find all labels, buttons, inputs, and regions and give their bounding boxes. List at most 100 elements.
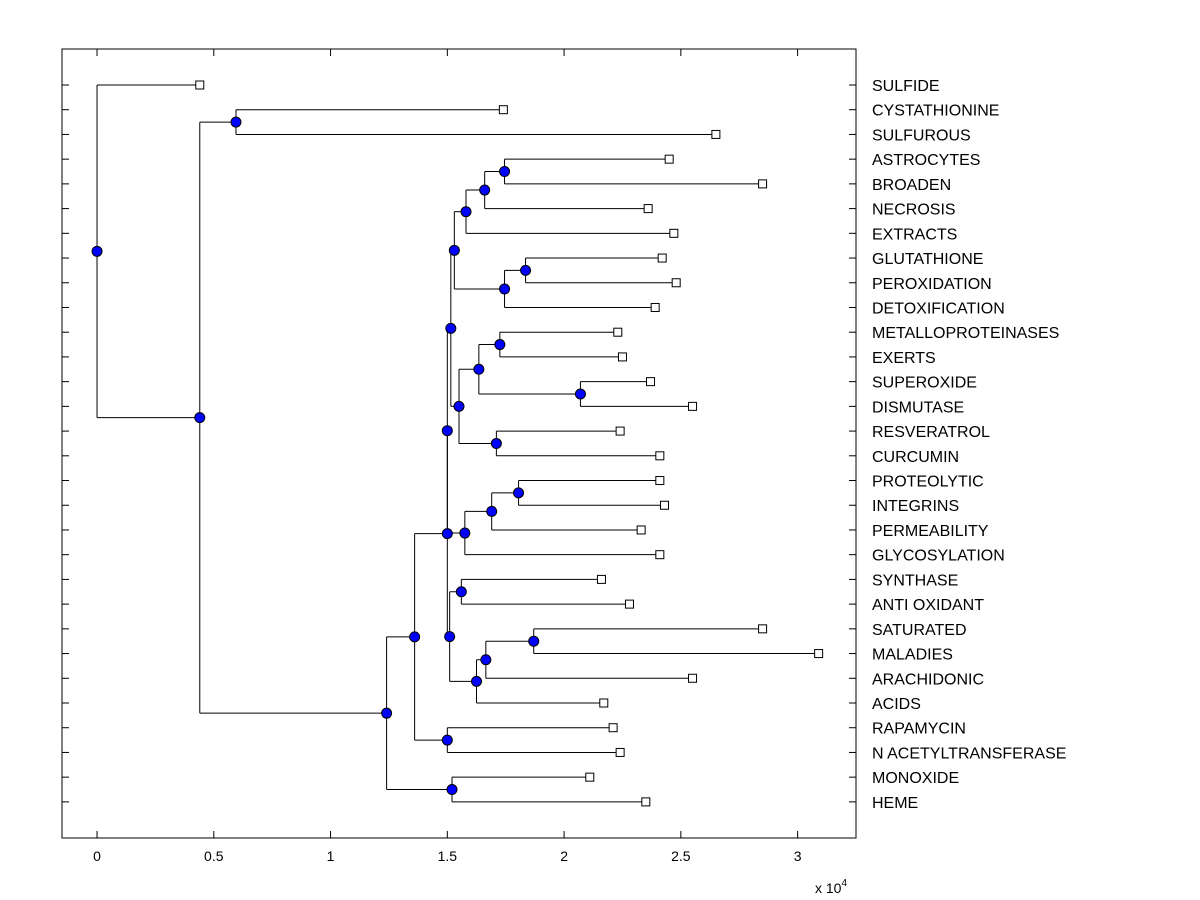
leaf-label: EXTRACTS	[872, 226, 957, 243]
leaf-label: RAPAMYCIN	[872, 721, 966, 738]
node-marker	[574, 388, 586, 400]
leaf-marker	[624, 599, 634, 609]
leaf-marker	[498, 105, 508, 115]
leaf-label: ASTROCYTES	[872, 152, 980, 169]
leaf-marker	[660, 500, 670, 510]
leaf-label: SATURATED	[872, 622, 967, 639]
node-marker	[520, 264, 532, 276]
leaf-marker	[650, 302, 660, 312]
x-tick-label: 1	[327, 848, 335, 864]
node-marker	[441, 528, 453, 540]
node-marker	[473, 363, 485, 375]
leaf-label: PROTEOLYTIC	[872, 474, 984, 491]
leaf-marker	[636, 525, 646, 535]
node-marker	[445, 322, 457, 334]
leaf-label: SULFIDE	[872, 78, 940, 95]
node-marker	[444, 631, 456, 643]
leaf-label: NECROSIS	[872, 202, 956, 219]
x-axis-multiplier-exponent: 4	[841, 878, 847, 889]
node-marker	[230, 116, 242, 128]
node-marker	[441, 734, 453, 746]
leaf-marker	[711, 129, 721, 139]
leaf-label: CURCUMIN	[872, 449, 959, 466]
leaf-marker	[617, 352, 627, 362]
node-markers	[91, 116, 586, 796]
leaf-label: DISMUTASE	[872, 399, 964, 416]
node-marker	[459, 527, 471, 539]
node-marker	[494, 339, 506, 351]
node-marker	[513, 487, 525, 499]
node-marker	[441, 425, 453, 437]
node-marker	[381, 707, 393, 719]
leaf-marker	[655, 476, 665, 486]
leaf-labels: SULFIDE CYSTATHIONINE SULFUROUS ASTROCYTES B…	[872, 78, 1066, 812]
leaf-marker	[613, 327, 623, 337]
leaf-marker	[688, 673, 698, 683]
node-marker	[194, 412, 206, 424]
leaf-label: MALADIES	[872, 647, 953, 664]
node-marker	[486, 505, 498, 517]
leaf-marker	[671, 278, 681, 288]
x-axis-multiplier: x 104	[815, 878, 847, 896]
leaf-marker	[814, 649, 824, 659]
node-marker	[448, 244, 460, 256]
leaf-label: EXERTS	[872, 350, 936, 367]
leaf-marker	[657, 253, 667, 263]
node-marker	[460, 206, 472, 218]
node-marker	[91, 245, 103, 257]
node-marker	[490, 437, 502, 449]
leaf-marker	[664, 154, 674, 164]
leaf-marker	[641, 797, 651, 807]
x-tick-label: 0	[93, 848, 101, 864]
node-marker	[455, 586, 467, 598]
x-tick-label: 0.5	[204, 848, 224, 864]
y-axis-ticks	[62, 84, 856, 803]
x-tick-label: 2	[560, 848, 568, 864]
node-marker	[499, 283, 511, 295]
leaf-label: CYSTATHIONINE	[872, 103, 999, 120]
leaf-label: GLUTATHIONE	[872, 251, 983, 268]
leaf-label: DETOXIFICATION	[872, 300, 1005, 317]
leaf-marker	[655, 451, 665, 461]
leaf-label: METALLOPROTEINASES	[872, 325, 1059, 342]
leaf-label: HEME	[872, 795, 918, 812]
leaf-marker	[596, 574, 606, 584]
x-tick-label: 1.5	[438, 848, 458, 864]
leaf-label: BROADEN	[872, 177, 951, 194]
leaf-marker	[643, 204, 653, 214]
leaf-label: SYNTHASE	[872, 572, 958, 589]
leaf-marker	[758, 624, 768, 634]
leaf-marker	[608, 723, 618, 733]
leaf-marker	[585, 772, 595, 782]
leaf-label: MONOXIDE	[872, 770, 959, 787]
x-axis-ticks	[96, 49, 799, 838]
node-marker	[409, 631, 421, 643]
leaf-marker	[195, 80, 205, 90]
leaf-label: ACIDS	[872, 696, 921, 713]
leaf-marker	[688, 401, 698, 411]
leaf-label: PEROXIDATION	[872, 276, 992, 293]
x-tick-label: 3	[794, 848, 802, 864]
leaf-markers	[195, 80, 824, 807]
leaf-marker	[758, 179, 768, 189]
node-marker	[479, 184, 491, 196]
leaf-label: SULFUROUS	[872, 127, 971, 144]
node-marker	[446, 784, 458, 796]
node-marker	[471, 675, 483, 687]
leaf-marker	[669, 228, 679, 238]
leaf-label: RESVERATROL	[872, 424, 990, 441]
leaf-label: SUPEROXIDE	[872, 375, 977, 392]
node-marker	[480, 654, 492, 666]
leaf-label: INTEGRINS	[872, 498, 959, 515]
leaf-label: N ACETYLTRANSFERASE	[872, 745, 1066, 762]
node-marker	[528, 635, 540, 647]
leaf-label: PERMEABILITY	[872, 523, 989, 540]
leaf-label: ARACHIDONIC	[872, 671, 984, 688]
leaf-label: ANTI OXIDANT	[872, 597, 984, 614]
leaf-marker	[615, 747, 625, 757]
x-axis-tick-labels: 0 0.5 1 1.5 2 2.5 3	[93, 848, 802, 864]
x-tick-label: 2.5	[671, 848, 691, 864]
x-axis-multiplier-base: x 10	[815, 880, 842, 896]
leaf-marker	[599, 698, 609, 708]
